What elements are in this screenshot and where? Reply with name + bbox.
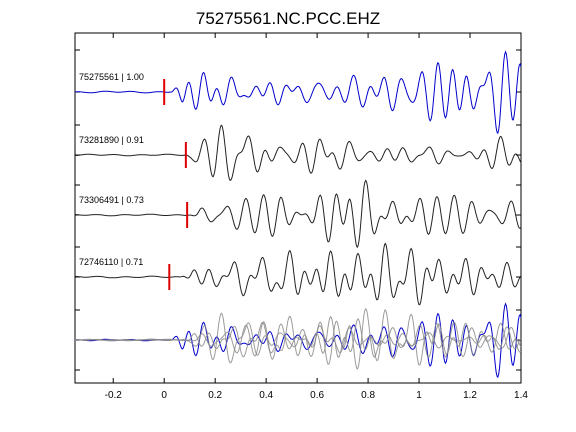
trace-label-4: 72746110 | 0.71 <box>79 257 143 267</box>
x-tick-label: 0.4 <box>259 390 273 401</box>
trace-label-2: 73281890 | 0.91 <box>79 135 144 145</box>
x-tick-label: 1.4 <box>514 390 528 401</box>
trace-2 <box>74 124 522 182</box>
trace-label-1: 75275561 | 1.00 <box>79 72 144 82</box>
traces: 75275561 | 1.00 73281890 | 0.91 73306491 |… <box>74 50 522 306</box>
trace-1 <box>75 50 522 135</box>
trace-3 <box>74 179 522 249</box>
x-tick-label: 0.8 <box>361 390 375 401</box>
plot-frame <box>74 32 522 384</box>
x-axis: -0.2 0 0.2 0.4 0.6 0.8 1 1.2 1.4 <box>105 33 528 401</box>
x-tick-label: 0.2 <box>208 390 222 401</box>
stack-trace-2 <box>75 312 522 364</box>
trace-label-3: 73306491 | 0.73 <box>79 195 144 205</box>
chart-title: 75275561.NC.PCC.EHZ <box>196 9 380 28</box>
y-ticks <box>75 49 521 371</box>
x-tick-label: 0 <box>161 390 167 401</box>
x-tick-label: 1.2 <box>463 390 477 401</box>
stacked-traces <box>74 302 522 379</box>
trace-4 <box>74 242 522 306</box>
stack-trace-4 <box>74 309 522 366</box>
x-tick-label: -0.2 <box>105 390 123 401</box>
x-tick-label: 1 <box>416 390 422 401</box>
x-tick-label: 0.6 <box>310 390 324 401</box>
